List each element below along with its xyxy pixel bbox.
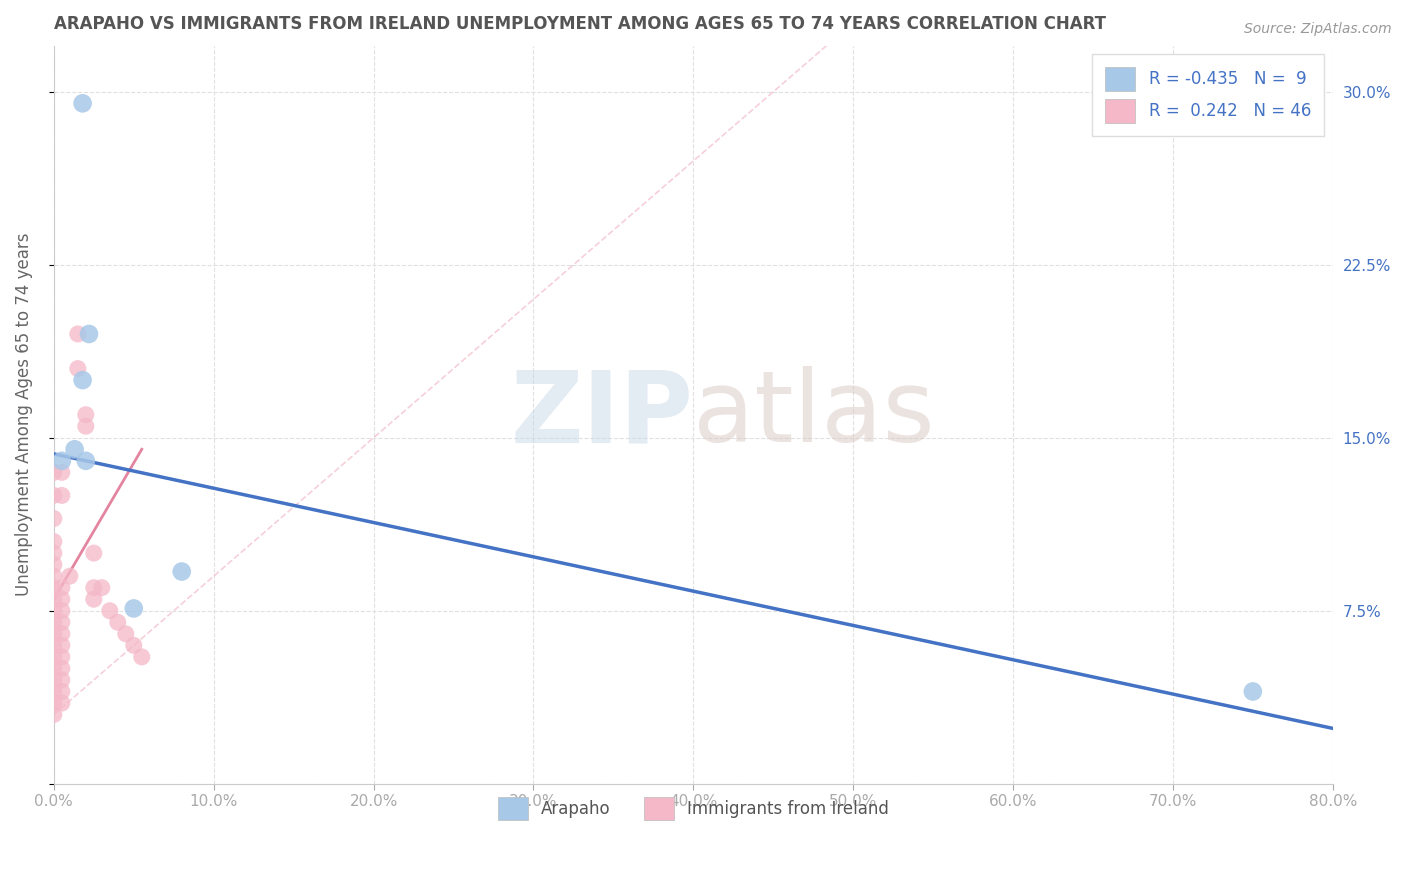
Point <box>42 466 65 480</box>
Text: Source: ZipAtlas.com: Source: ZipAtlas.com <box>1244 22 1392 37</box>
Point <box>51 696 73 710</box>
Point <box>42 673 65 687</box>
Point <box>59 569 82 583</box>
Point <box>42 511 65 525</box>
Point <box>63 442 86 457</box>
Point <box>122 601 145 615</box>
Point <box>75 454 97 468</box>
Point <box>42 534 65 549</box>
Point <box>42 649 65 664</box>
Y-axis label: Unemployment Among Ages 65 to 74 years: Unemployment Among Ages 65 to 74 years <box>15 233 32 597</box>
Point <box>83 546 105 560</box>
Point <box>42 488 65 502</box>
Point <box>42 558 65 572</box>
Point <box>66 361 89 376</box>
Point <box>42 684 65 698</box>
Point <box>72 373 94 387</box>
Point <box>42 546 65 560</box>
Point <box>51 615 73 630</box>
Point <box>170 565 193 579</box>
Point <box>122 638 145 652</box>
Point <box>42 615 65 630</box>
Point <box>51 454 73 468</box>
Point <box>42 638 65 652</box>
Point <box>114 627 136 641</box>
Point <box>42 592 65 607</box>
Point <box>51 638 73 652</box>
Point <box>42 604 65 618</box>
Point <box>42 627 65 641</box>
Point <box>42 569 65 583</box>
Point <box>75 408 97 422</box>
Point <box>51 673 73 687</box>
Point <box>51 581 73 595</box>
Point <box>42 661 65 675</box>
Point <box>66 326 89 341</box>
Point <box>77 326 100 341</box>
Point <box>42 707 65 722</box>
Point <box>83 592 105 607</box>
Point <box>51 488 73 502</box>
Point <box>51 604 73 618</box>
Point <box>42 581 65 595</box>
Text: ARAPAHO VS IMMIGRANTS FROM IRELAND UNEMPLOYMENT AMONG AGES 65 TO 74 YEARS CORREL: ARAPAHO VS IMMIGRANTS FROM IRELAND UNEMP… <box>53 15 1107 33</box>
Point <box>51 466 73 480</box>
Point <box>1241 684 1264 698</box>
Point <box>42 696 65 710</box>
Point <box>51 592 73 607</box>
Legend: Arapaho, Immigrants from Ireland: Arapaho, Immigrants from Ireland <box>491 790 896 827</box>
Point <box>83 581 105 595</box>
Point <box>90 581 112 595</box>
Point <box>51 661 73 675</box>
Point <box>107 615 129 630</box>
Point <box>51 684 73 698</box>
Point <box>51 627 73 641</box>
Point <box>72 96 94 111</box>
Point <box>51 649 73 664</box>
Text: ZIP: ZIP <box>510 367 693 463</box>
Text: atlas: atlas <box>693 367 935 463</box>
Point <box>98 604 121 618</box>
Point <box>75 419 97 434</box>
Point <box>131 649 153 664</box>
